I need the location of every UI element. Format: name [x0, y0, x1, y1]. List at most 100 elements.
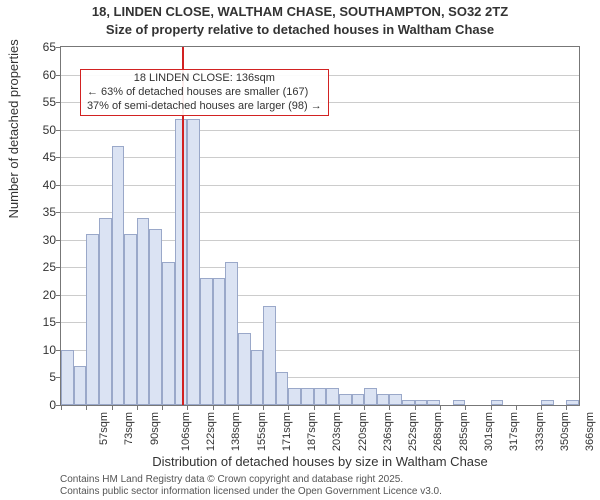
x-tick-label: 252sqm: [407, 412, 419, 451]
x-tick-label: 366sqm: [584, 412, 596, 451]
x-tick-label: 301sqm: [483, 412, 495, 451]
y-tick-label: 50: [16, 123, 56, 137]
x-tick-label: 155sqm: [256, 412, 268, 451]
y-tick: [56, 295, 61, 296]
x-tick: [389, 405, 390, 410]
y-tick: [56, 75, 61, 76]
x-axis-label: Distribution of detached houses by size …: [60, 454, 580, 469]
x-tick: [465, 405, 466, 410]
x-tick-label: 90sqm: [149, 412, 161, 445]
x-tick-label: 268sqm: [433, 412, 445, 451]
histogram-bar: [541, 400, 554, 406]
histogram-bar: [124, 234, 137, 405]
histogram-bar: [162, 262, 175, 405]
y-tick: [56, 157, 61, 158]
x-tick: [440, 405, 441, 410]
annotation-line: ← 63% of detached houses are smaller (16…: [87, 86, 322, 100]
x-tick: [137, 405, 138, 410]
histogram-bar: [251, 350, 264, 405]
histogram-bar: [149, 229, 162, 405]
histogram-bar: [491, 400, 504, 406]
y-tick: [56, 185, 61, 186]
x-tick-label: 138sqm: [230, 412, 242, 451]
y-tick-label: 0: [16, 398, 56, 412]
histogram-bar: [364, 388, 377, 405]
y-tick: [56, 212, 61, 213]
histogram-bar: [352, 394, 365, 405]
histogram-bar: [225, 262, 238, 405]
x-tick-label: 220sqm: [357, 412, 369, 451]
annotation-box: 18 LINDEN CLOSE: 136sqm← 63% of detached…: [80, 69, 329, 116]
x-tick: [541, 405, 542, 410]
x-tick: [162, 405, 163, 410]
x-tick: [187, 405, 188, 410]
y-tick-label: 30: [16, 233, 56, 247]
x-tick-label: 57sqm: [98, 412, 110, 445]
x-tick-label: 236sqm: [382, 412, 394, 451]
histogram-bar: [415, 400, 428, 406]
y-gridline: [61, 157, 579, 158]
y-tick-label: 25: [16, 260, 56, 274]
x-tick: [61, 405, 62, 410]
histogram-bar: [566, 400, 579, 406]
histogram-bar: [99, 218, 112, 405]
x-tick: [288, 405, 289, 410]
histogram-bar: [61, 350, 74, 405]
x-tick-label: 171sqm: [281, 412, 293, 451]
y-tick-label: 45: [16, 150, 56, 164]
histogram-chart: 18, LINDEN CLOSE, WALTHAM CHASE, SOUTHAM…: [0, 0, 600, 500]
histogram-bar: [112, 146, 125, 405]
histogram-bar: [377, 394, 390, 405]
x-tick: [314, 405, 315, 410]
x-tick: [86, 405, 87, 410]
histogram-bar: [389, 394, 402, 405]
histogram-bar: [187, 119, 200, 405]
y-tick-label: 15: [16, 315, 56, 329]
histogram-bar: [213, 278, 226, 405]
plot-area: 18 LINDEN CLOSE: 136sqm← 63% of detached…: [60, 46, 580, 406]
histogram-bar: [314, 388, 327, 405]
x-tick-label: 333sqm: [534, 412, 546, 451]
histogram-bar: [200, 278, 213, 405]
y-tick-label: 35: [16, 205, 56, 219]
histogram-bar: [339, 394, 352, 405]
x-tick-label: 122sqm: [205, 412, 217, 451]
chart-title-line1: 18, LINDEN CLOSE, WALTHAM CHASE, SOUTHAM…: [0, 4, 600, 19]
x-tick-label: 350sqm: [559, 412, 571, 451]
histogram-bar: [453, 400, 466, 406]
x-tick-label: 203sqm: [332, 412, 344, 451]
x-tick: [566, 405, 567, 410]
y-gridline: [61, 185, 579, 186]
y-tick-label: 10: [16, 343, 56, 357]
x-tick: [339, 405, 340, 410]
y-tick-label: 20: [16, 288, 56, 302]
x-tick: [112, 405, 113, 410]
histogram-bar: [402, 400, 415, 406]
histogram-bar: [238, 333, 251, 405]
histogram-bar: [263, 306, 276, 405]
y-tick: [56, 102, 61, 103]
histogram-bar: [137, 218, 150, 405]
annotation-line: 18 LINDEN CLOSE: 136sqm: [87, 72, 322, 86]
x-tick: [364, 405, 365, 410]
x-tick-label: 285sqm: [458, 412, 470, 451]
chart-title-line2: Size of property relative to detached ho…: [0, 22, 600, 37]
y-tick: [56, 267, 61, 268]
x-tick: [491, 405, 492, 410]
y-tick: [56, 322, 61, 323]
histogram-bar: [74, 366, 87, 405]
x-tick: [415, 405, 416, 410]
x-tick: [213, 405, 214, 410]
histogram-bar: [86, 234, 99, 405]
x-tick-label: 187sqm: [306, 412, 318, 451]
footer-line1: Contains HM Land Registry data © Crown c…: [60, 474, 403, 485]
x-tick-label: 317sqm: [508, 412, 520, 451]
y-tick-label: 40: [16, 178, 56, 192]
y-tick: [56, 47, 61, 48]
histogram-bar: [427, 400, 440, 406]
histogram-bar: [326, 388, 339, 405]
x-tick: [263, 405, 264, 410]
histogram-bar: [288, 388, 301, 405]
histogram-bar: [175, 119, 188, 405]
x-tick: [238, 405, 239, 410]
